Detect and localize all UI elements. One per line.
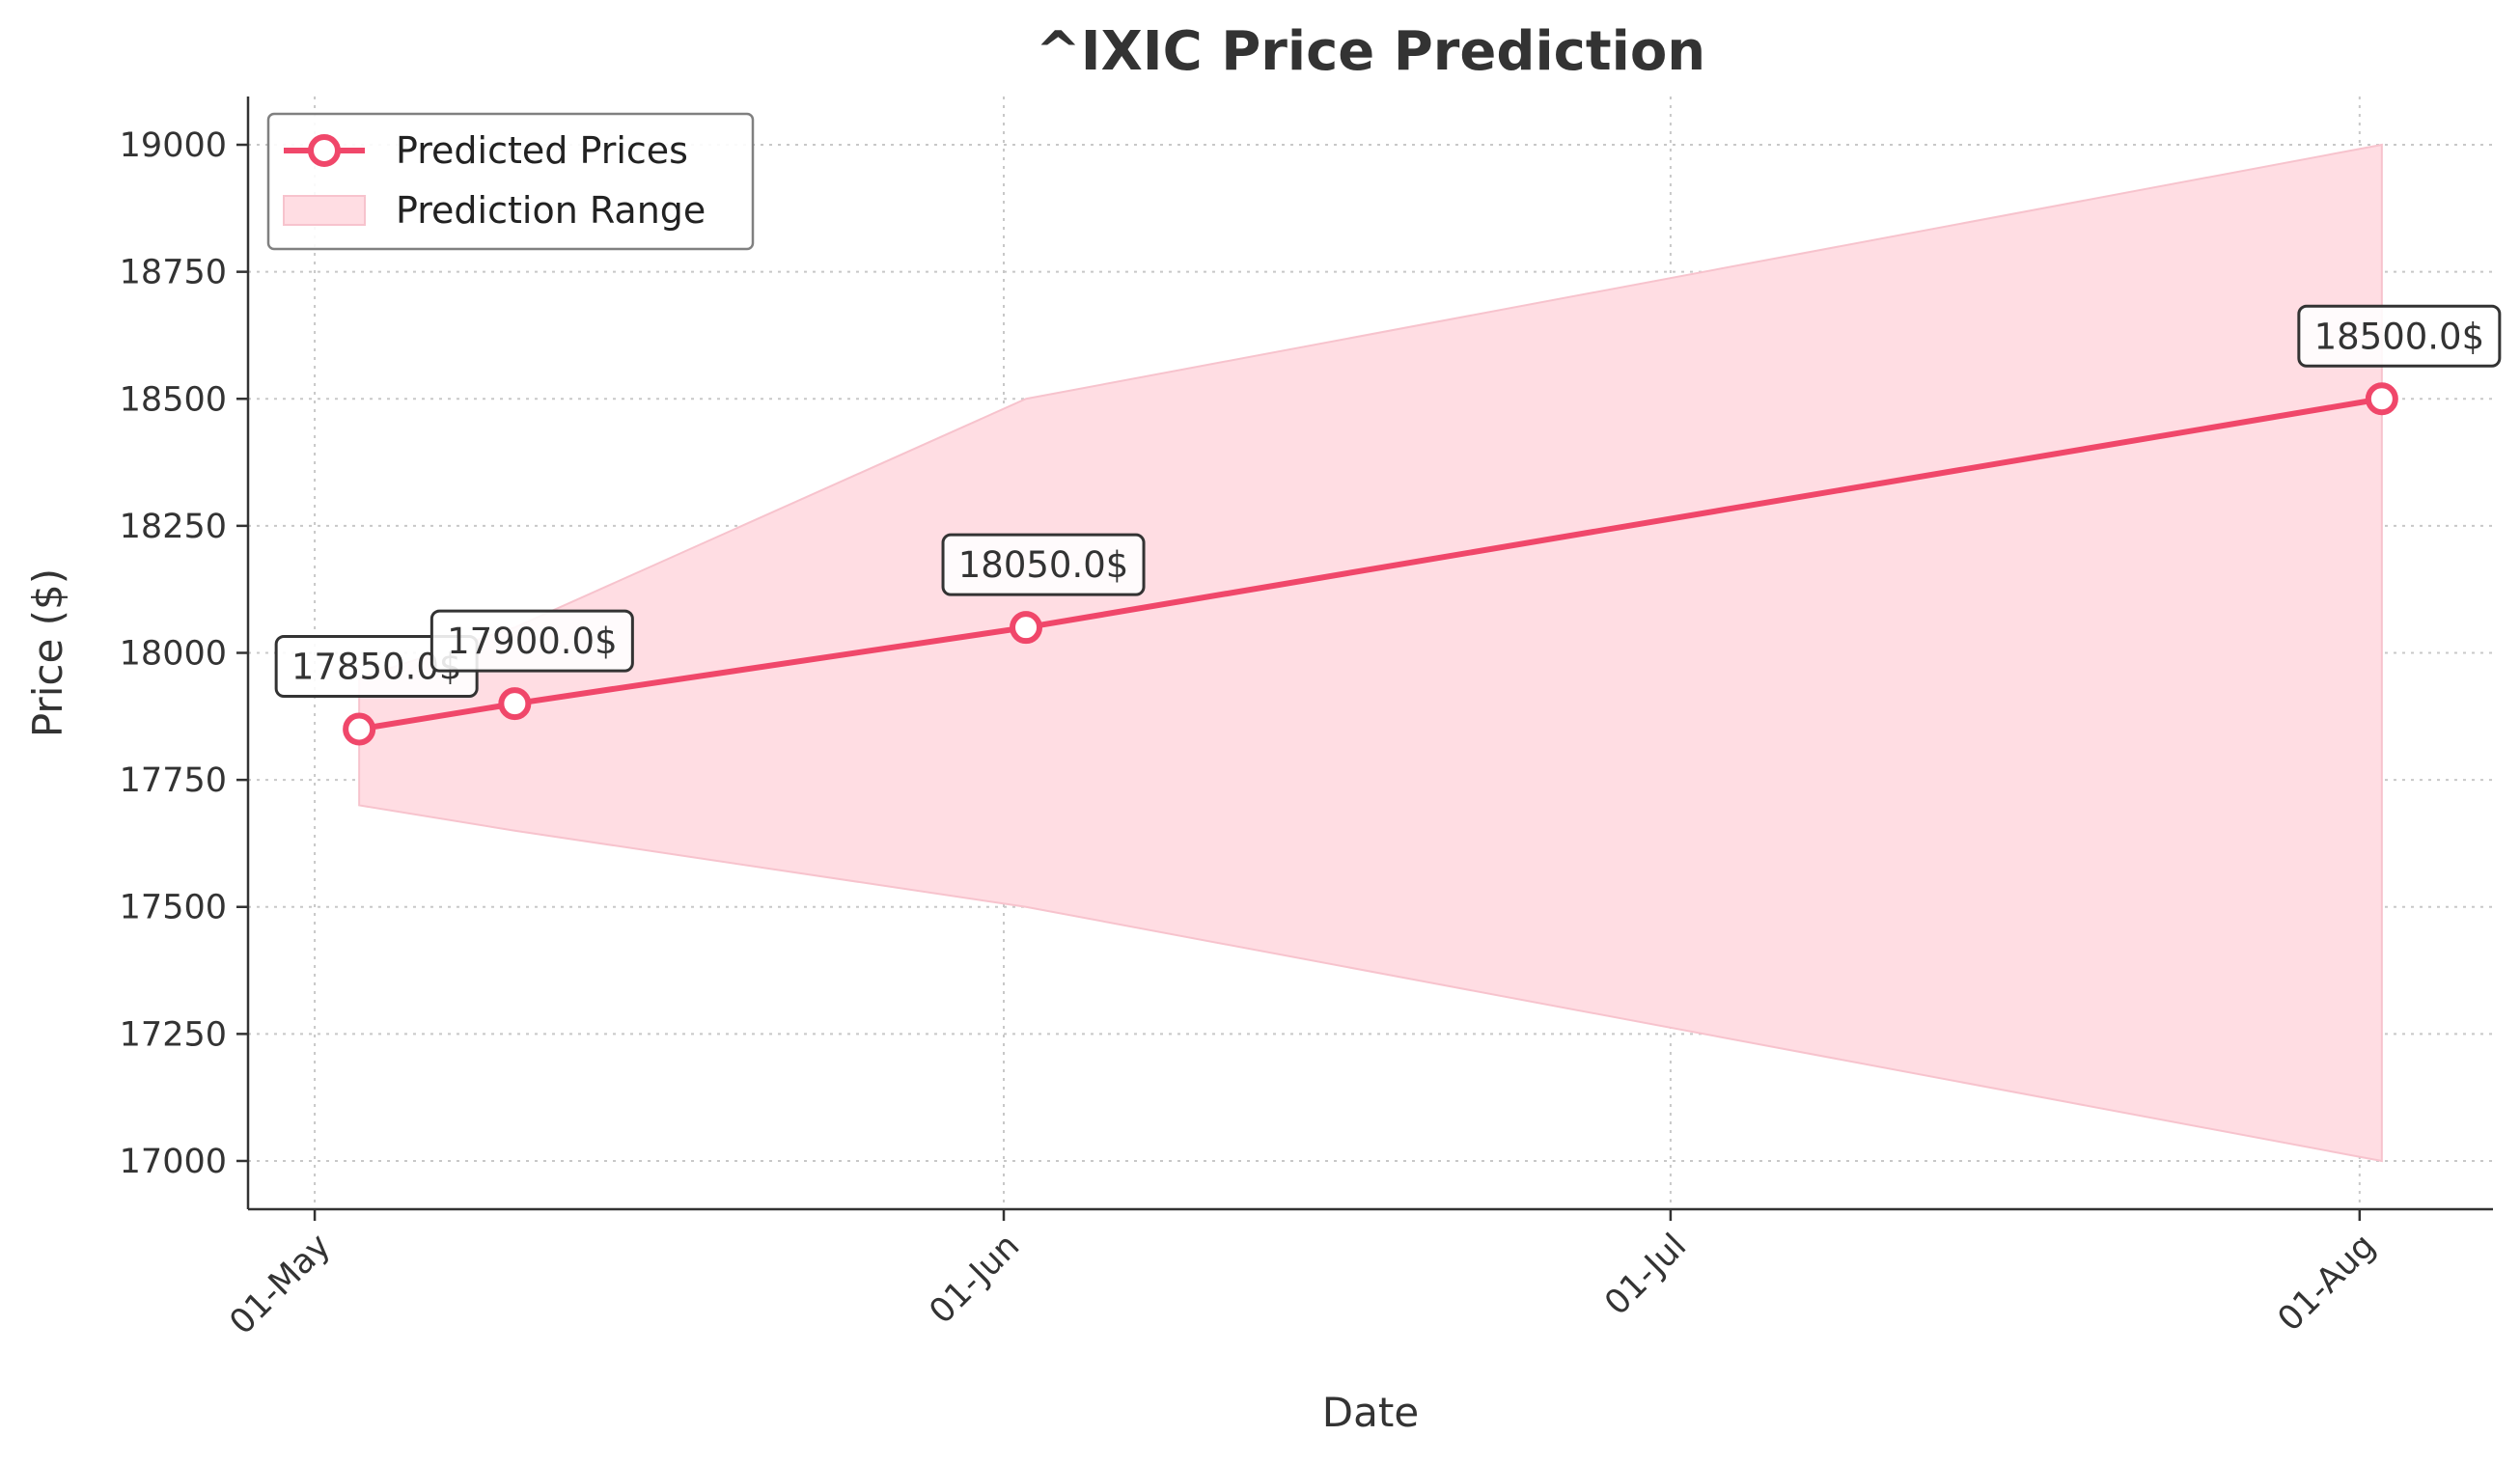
legend-item-predicted-prices: Predicted Prices — [284, 129, 688, 172]
legend-label: Prediction Range — [396, 189, 706, 232]
data-annotations: 17850.0$17900.0$ 18050.0$ 18500.0$ — [274, 304, 2502, 698]
legend-marker-swatch — [308, 134, 341, 167]
y-tick-label: 17500 — [120, 889, 227, 927]
x-tick-label: 01-May — [223, 1227, 339, 1342]
legend-band-swatch — [283, 195, 366, 226]
y-tick-label: 18250 — [120, 508, 227, 546]
predicted-prices-line — [358, 396, 2383, 732]
legend-label: Predicted Prices — [396, 129, 688, 172]
annotation-label: 18500.0$ — [2314, 316, 2485, 357]
annotation-label: 18050.0$ — [958, 544, 1129, 586]
price-annotation: 18050.0$ — [941, 533, 1146, 596]
legend-box — [266, 112, 755, 251]
prediction-range-band — [358, 143, 2383, 1163]
predicted-price-point — [1010, 611, 1043, 645]
y-axis-label: Price ($) — [24, 568, 71, 737]
predicted-prices-series-line — [358, 396, 2383, 732]
price-annotation: 17900.0$ — [429, 609, 634, 673]
legend-item-prediction-range: Prediction Range — [283, 189, 706, 232]
annotation-box — [2297, 304, 2502, 368]
y-tick-label: 17250 — [120, 1015, 227, 1054]
price-annotation: 17850.0$ — [274, 634, 479, 698]
prediction-range-area — [358, 143, 2383, 1163]
y-tick-label: 17000 — [120, 1143, 227, 1181]
x-tick-label: 01-Jul — [1597, 1227, 1694, 1323]
x-tick-label: 01-Aug — [2271, 1227, 2383, 1339]
chart-title: ^IXIC Price Prediction — [1036, 20, 1705, 83]
annotation-box — [429, 609, 634, 673]
legend: Predicted Prices Prediction Range — [266, 112, 755, 251]
predicted-price-point — [2365, 382, 2398, 416]
annotation-label: 17900.0$ — [447, 621, 618, 662]
predicted-prices-points — [343, 382, 2398, 746]
price-annotation: 18500.0$ — [2297, 304, 2502, 368]
y-tick-label: 17750 — [120, 761, 227, 800]
y-tick-label: 18750 — [120, 254, 227, 292]
y-tick-label: 18500 — [120, 380, 227, 419]
y-tick-label: 18000 — [120, 635, 227, 674]
x-axis-label: Date — [1322, 1389, 1419, 1436]
predicted-price-point — [343, 712, 376, 746]
y-tick-label: 19000 — [120, 126, 227, 165]
x-tick-label: 01-Jun — [923, 1227, 1028, 1332]
predicted-price-point — [498, 687, 532, 721]
annotation-box — [941, 533, 1146, 596]
